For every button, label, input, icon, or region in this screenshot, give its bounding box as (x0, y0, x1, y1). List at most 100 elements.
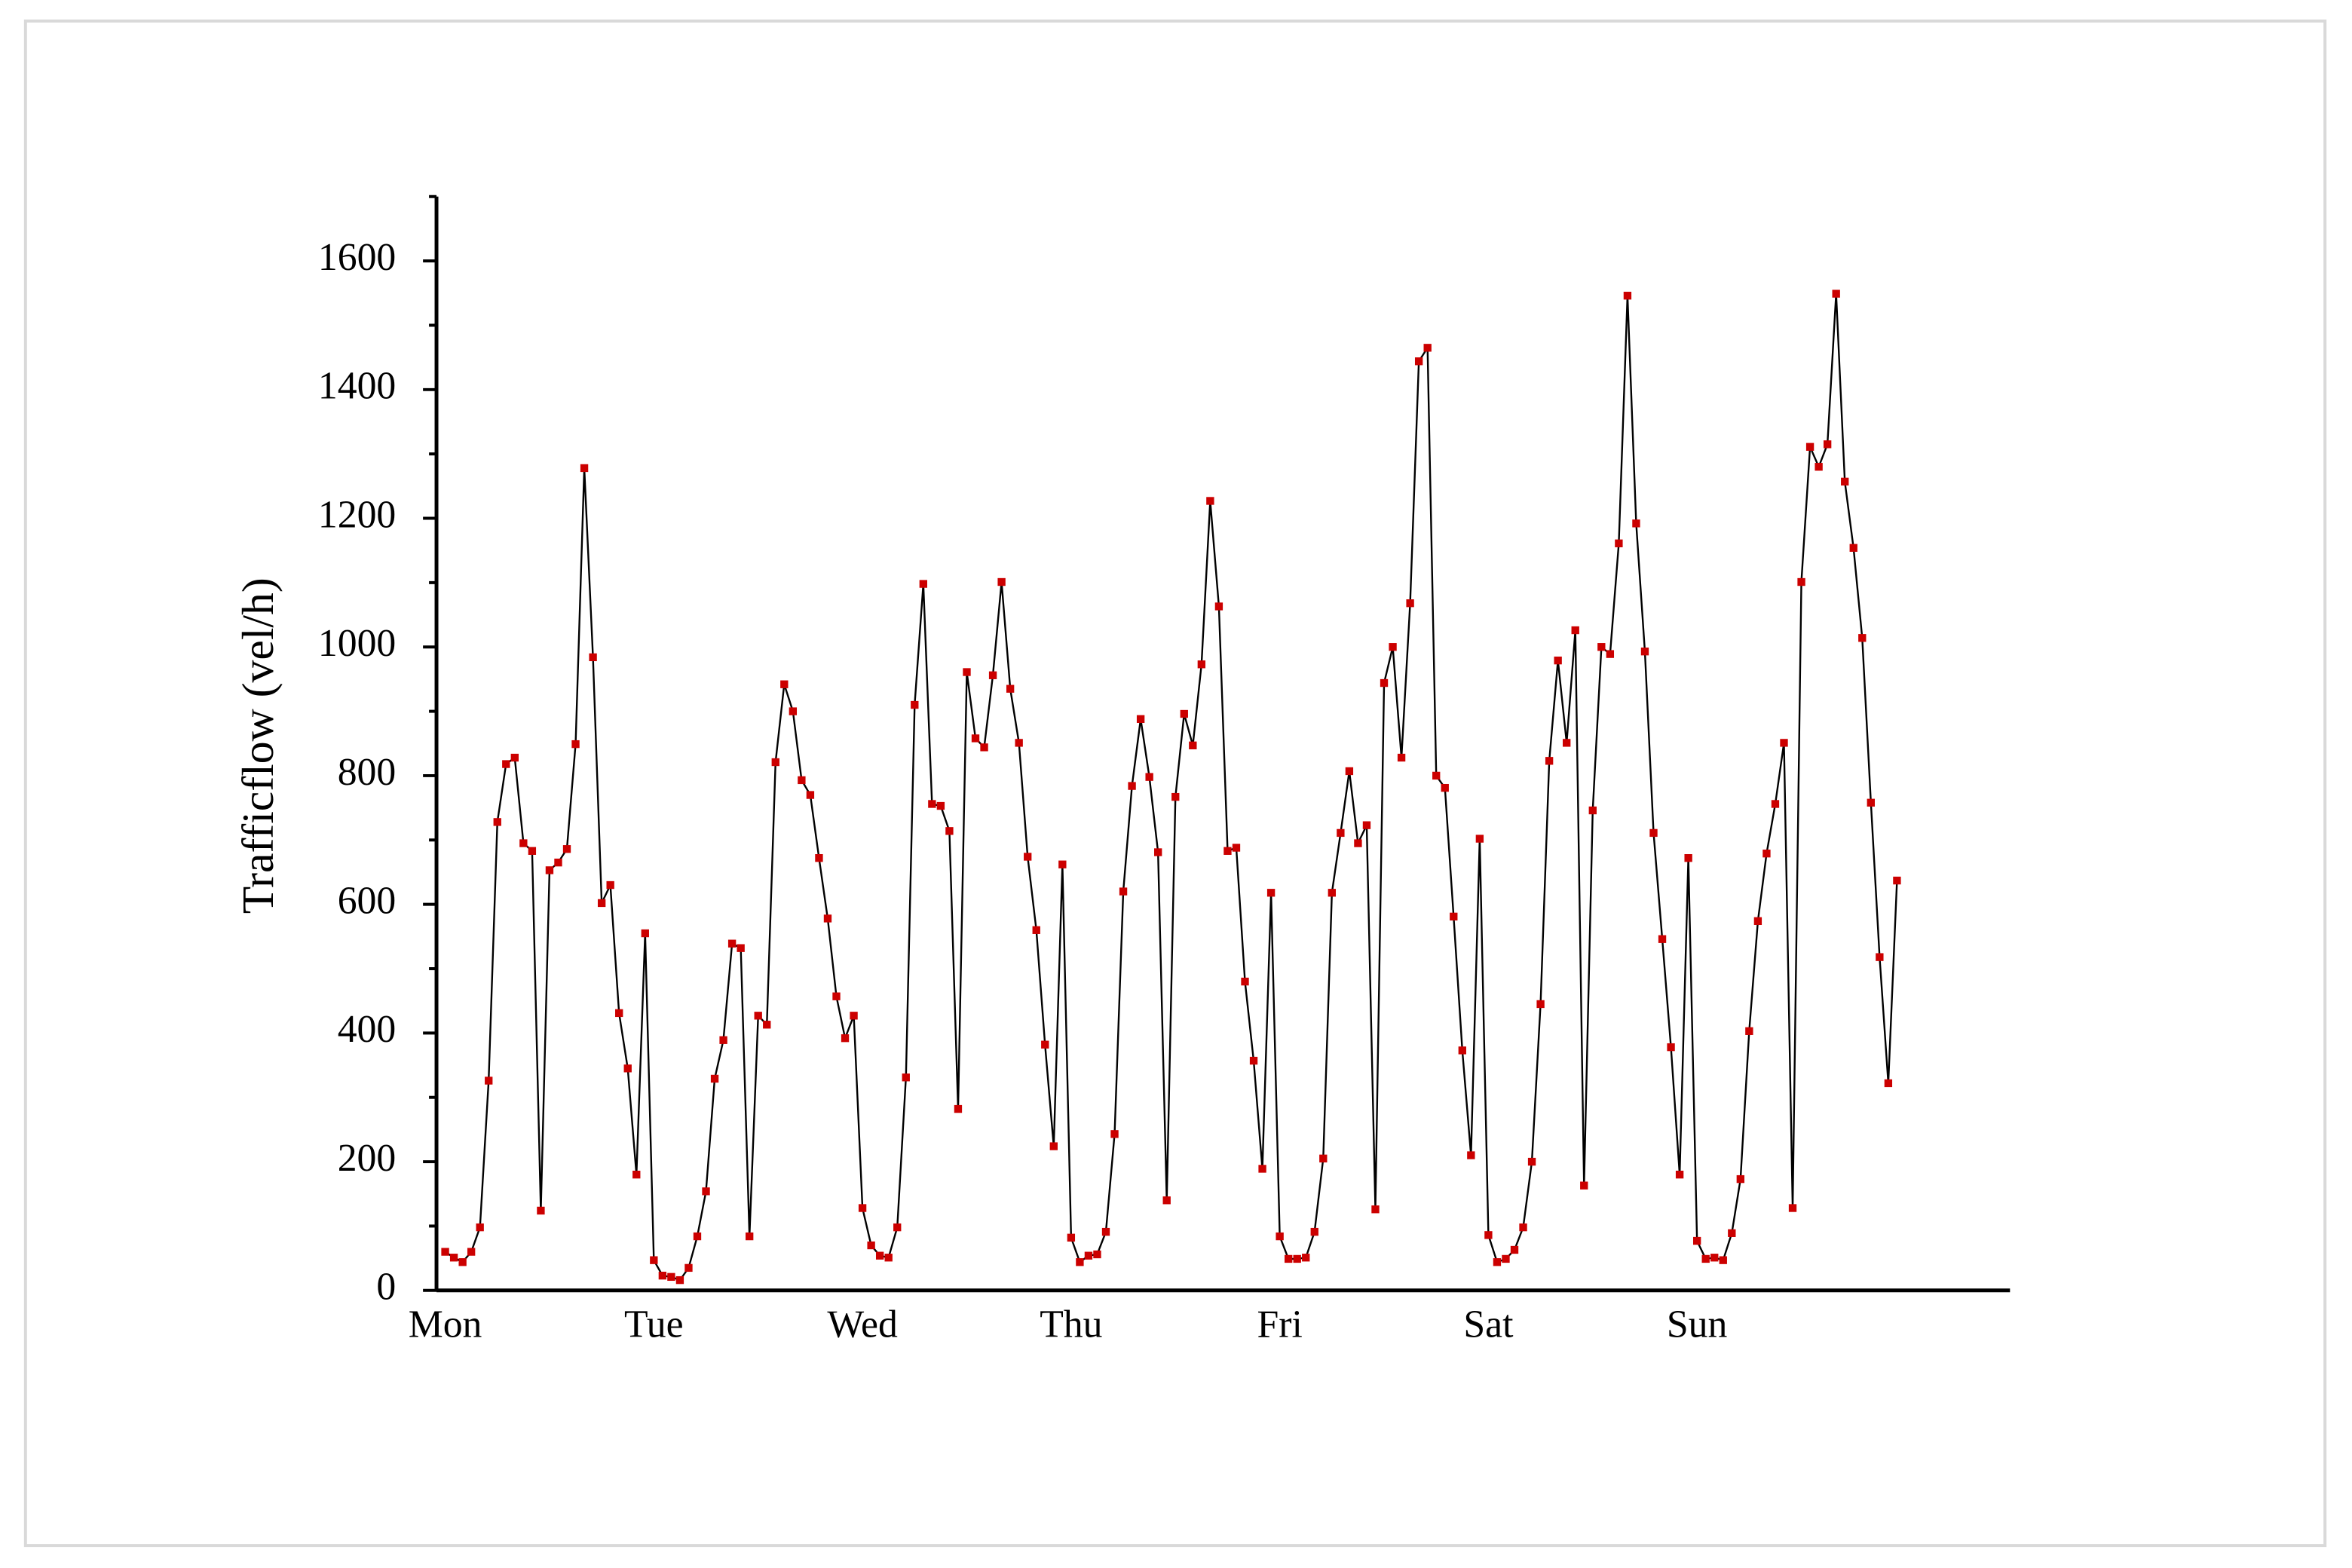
data-point (763, 1021, 771, 1029)
data-point (850, 1012, 858, 1020)
data-point (1745, 1027, 1753, 1035)
data-point (441, 1248, 449, 1256)
data-point (1536, 1000, 1545, 1009)
data-point (1197, 660, 1206, 669)
data-point (1284, 1254, 1293, 1263)
data-point (458, 1258, 467, 1266)
data-point (597, 899, 606, 908)
data-point (684, 1263, 693, 1272)
data-point (476, 1223, 484, 1232)
data-point (1475, 835, 1484, 843)
data-point (1414, 357, 1423, 366)
data-point (1145, 773, 1153, 781)
data-point (919, 580, 927, 588)
data-point (954, 1104, 963, 1113)
data-point (1136, 715, 1145, 723)
data-point (1458, 1046, 1466, 1055)
data-point (1823, 440, 1832, 449)
y-tick-label: 800 (338, 751, 397, 794)
data-point (780, 680, 789, 688)
data-point (1076, 1258, 1084, 1266)
data-point (1032, 926, 1040, 934)
data-point (615, 1009, 623, 1018)
data-point (1266, 889, 1276, 897)
data-point (1728, 1229, 1736, 1237)
data-point (641, 929, 649, 938)
y-tick-label: 0 (376, 1266, 396, 1309)
data-point (1675, 1170, 1684, 1179)
data-point (1293, 1254, 1301, 1263)
data-point (1450, 912, 1458, 921)
y-tick-label: 600 (338, 880, 397, 923)
data-point (798, 776, 806, 785)
data-point (467, 1248, 476, 1256)
data-point (1354, 839, 1362, 847)
data-point (902, 1073, 910, 1082)
data-point (1345, 767, 1354, 776)
data-point (658, 1271, 667, 1280)
data-point (737, 944, 745, 952)
data-point (1841, 477, 1849, 486)
data-point (1467, 1151, 1475, 1159)
data-point (867, 1241, 875, 1250)
data-point (1093, 1250, 1101, 1259)
data-point (1736, 1174, 1745, 1184)
data-point (510, 753, 519, 762)
data-point (1041, 1040, 1049, 1049)
data-point (623, 1064, 632, 1073)
data-point (449, 1254, 458, 1262)
data-point (632, 1170, 641, 1179)
data-point (667, 1272, 675, 1282)
y-tick-label: 1000 (318, 622, 396, 665)
data-point (789, 707, 798, 715)
data-point (771, 758, 779, 767)
data-point (963, 668, 971, 676)
data-point (1371, 1205, 1380, 1214)
data-point (1780, 739, 1788, 747)
data-point (589, 653, 597, 662)
data-point (1214, 602, 1223, 611)
data-point (493, 818, 501, 826)
data-point (893, 1223, 902, 1232)
data-point (1554, 656, 1562, 665)
data-point (1206, 497, 1214, 505)
data-point (727, 939, 737, 948)
data-point (1649, 828, 1658, 838)
data-point (806, 791, 815, 799)
data-point (832, 992, 841, 1000)
data-point (710, 1074, 719, 1083)
data-point (1423, 344, 1432, 352)
data-point (1893, 876, 1901, 885)
data-point (1788, 1204, 1797, 1212)
data-point (746, 1232, 754, 1241)
data-point (719, 1036, 727, 1044)
data-point (1024, 853, 1032, 861)
data-point (884, 1254, 893, 1262)
data-point (1189, 741, 1197, 749)
data-point (1563, 739, 1571, 747)
data-point (928, 800, 936, 808)
data-point (1232, 844, 1241, 852)
data-point (1632, 519, 1640, 528)
x-tick-label: Wed (827, 1303, 898, 1346)
data-point (875, 1251, 884, 1260)
data-point (971, 734, 980, 743)
data-point (1493, 1258, 1502, 1266)
data-point (702, 1187, 710, 1196)
data-point (1849, 544, 1857, 552)
data-point (693, 1232, 702, 1241)
data-point (1876, 953, 1884, 961)
x-tick-label: Sat (1463, 1303, 1514, 1346)
data-point (1049, 1142, 1058, 1150)
data-point (1615, 539, 1623, 547)
data-point (1771, 800, 1780, 808)
data-point (1162, 1196, 1171, 1205)
data-point (519, 839, 528, 847)
data-point (1623, 292, 1632, 300)
data-point (562, 845, 571, 853)
y-axis-label: Trafficflow (vel/h) (233, 577, 283, 914)
data-point (1519, 1223, 1527, 1232)
data-point (1684, 854, 1692, 862)
data-point (1258, 1165, 1266, 1173)
